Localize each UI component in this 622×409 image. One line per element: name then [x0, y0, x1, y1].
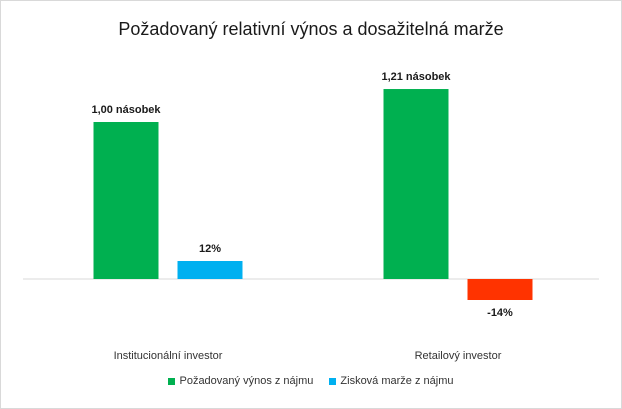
- legend-swatch-blue: [329, 377, 337, 385]
- legend: Požadovaný výnos z nájmu Zisková marže z…: [1, 375, 621, 387]
- bar-required-yield-0: [93, 122, 159, 279]
- data-label: 1,00 násobek: [91, 104, 161, 116]
- category-label: Institucionální investor: [114, 350, 223, 362]
- legend-swatch-green: [168, 377, 176, 385]
- bar-profit-margin-1: [467, 279, 533, 300]
- legend-label: Požadovaný výnos z nájmu: [179, 375, 314, 387]
- data-label: 12%: [199, 243, 221, 255]
- bar-required-yield-1: [383, 89, 449, 279]
- data-label: 1,21 násobek: [381, 71, 451, 83]
- legend-label: Zisková marže z nájmu: [340, 375, 454, 387]
- legend-item-required-yield: Požadovaný výnos z nájmu: [168, 375, 313, 387]
- bar-profit-margin-0: [177, 261, 243, 279]
- chart-title: Požadovaný relativní výnos a dosažitelná…: [118, 19, 504, 39]
- data-label: -14%: [487, 307, 513, 319]
- legend-item-profit-margin: Zisková marže z nájmu: [329, 375, 454, 387]
- category-label: Retailový investor: [415, 350, 502, 362]
